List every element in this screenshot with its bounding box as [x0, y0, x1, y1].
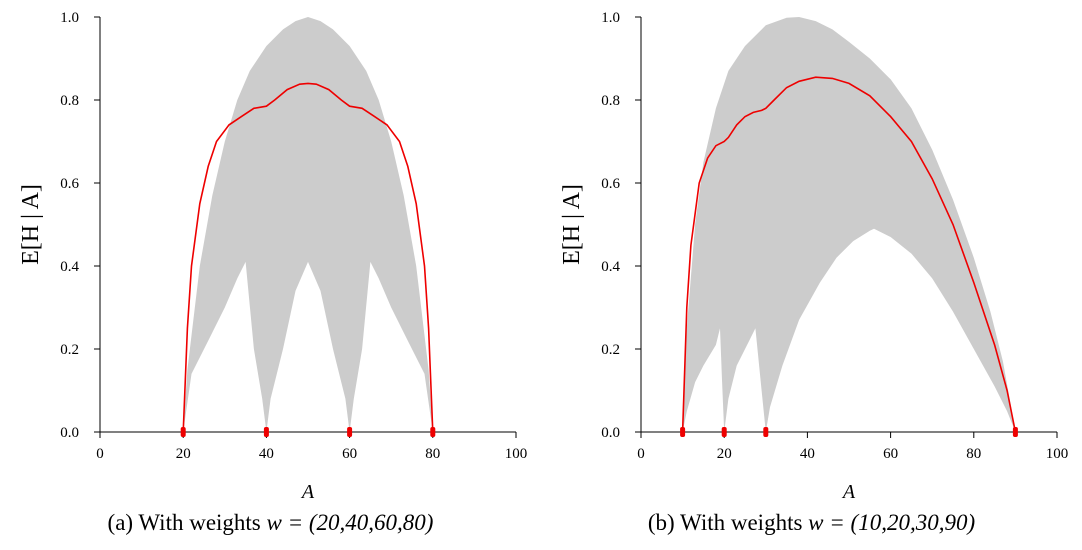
caption-b: (b) With weights w = (10,20,30,90)	[541, 510, 1082, 536]
y-tick-label: 0.0	[60, 425, 79, 441]
caption-a-math: w = (20,40,60,80)	[266, 510, 434, 535]
y-tick-label: 0.6	[60, 176, 79, 192]
y-axis-title: E[H | A]	[559, 184, 585, 265]
x-tick-label: 0	[96, 446, 104, 462]
weight-marker	[180, 427, 186, 437]
x-tick-label: 40	[259, 446, 274, 462]
x-tick-label: 100	[505, 446, 528, 462]
expected-value-curve	[182, 82, 434, 433]
caption-a: (a) With weights w = (20,40,60,80)	[0, 510, 541, 536]
x-tick-label: 80	[425, 446, 440, 462]
expected-value-curve	[681, 76, 1017, 433]
y-tick-label: 0.2	[60, 342, 79, 358]
x-tick-label: 0	[637, 446, 645, 462]
weight-marker	[680, 427, 686, 437]
caption-b-math: w = (10,20,30,90)	[808, 510, 976, 535]
y-axis-title: E[H | A]	[18, 184, 44, 265]
y-tick-label: 1.0	[60, 10, 79, 26]
caption-a-prefix: (a) With weights	[107, 510, 267, 535]
x-tick-label: 40	[800, 446, 815, 462]
weight-marker	[347, 427, 353, 437]
y-tick-label: 0.0	[601, 425, 620, 441]
weight-marker	[1012, 427, 1018, 437]
caption-b-prefix: (b) With weights	[647, 510, 809, 535]
chart-panel-b: 0 20 40 60 80 100 0.0 0.2 0.4 0.6 0.8 1.0 A E[H | A] …	[541, 0, 1082, 550]
y-tick-label: 0.8	[60, 93, 79, 109]
y-tick-label: 0.4	[601, 259, 620, 275]
x-tick-label: 60	[342, 446, 357, 462]
x-tick-label: 20	[717, 446, 732, 462]
y-tick-label: 0.2	[601, 342, 620, 358]
y-tick-label: 0.8	[601, 93, 620, 109]
x-axis-title: A	[300, 481, 315, 503]
x-tick-label: 60	[883, 446, 898, 462]
y-tick-label: 0.4	[60, 259, 79, 275]
chart-a-svg: 0 20 40 60 80 100 0.0 0.2 0.4 0.6 0.8 1.0 A E[H | A]	[18, 10, 528, 503]
weight-marker	[721, 427, 727, 437]
weight-marker	[763, 427, 769, 437]
x-tick-label: 80	[966, 446, 981, 462]
weight-marker	[263, 427, 269, 437]
chart-b-svg: 0 20 40 60 80 100 0.0 0.2 0.4 0.6 0.8 1.0 A E[H | A]	[559, 10, 1069, 503]
conditional-range-band	[682, 17, 1016, 432]
x-tick-label: 20	[176, 446, 191, 462]
x-axis-title: A	[841, 481, 856, 503]
x-tick-label: 100	[1046, 446, 1069, 462]
chart-panel-a: 0 20 40 60 80 100 0.0 0.2 0.4 0.6 0.8 1.0 A E[H | A] …	[0, 10, 541, 536]
weight-marker	[430, 427, 436, 437]
y-tick-label: 1.0	[601, 10, 620, 26]
y-tick-label: 0.6	[601, 176, 620, 192]
conditional-range-band	[183, 17, 433, 432]
